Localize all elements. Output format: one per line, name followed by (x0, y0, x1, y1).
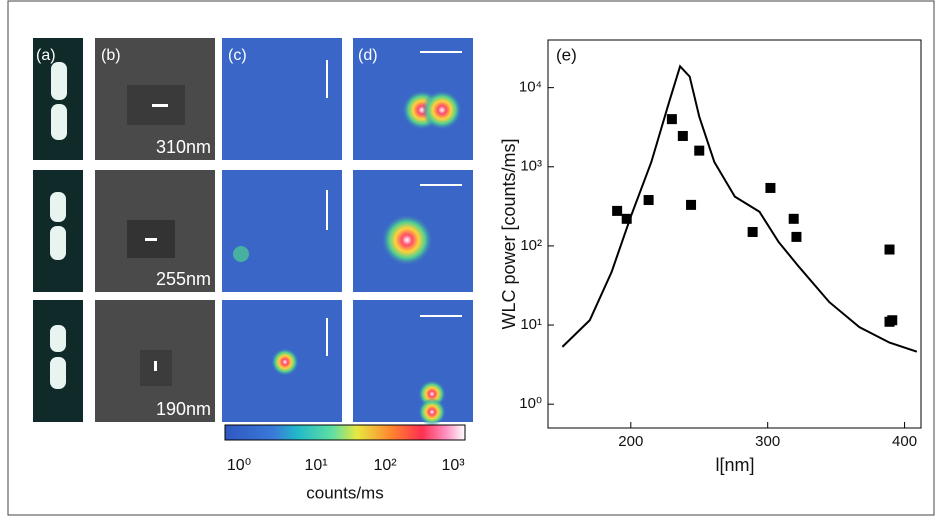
size-label: 190nm (156, 399, 211, 419)
x-tick-label: 200 (618, 433, 643, 450)
colorbar-tick: 10² (373, 457, 397, 474)
panel-label: (d) (358, 47, 378, 64)
y-tick-label: 10⁴ (519, 79, 542, 96)
point (694, 145, 705, 156)
x-tick-label: 400 (892, 433, 917, 450)
size-label: 255nm (156, 269, 211, 289)
point (765, 182, 776, 193)
point (621, 213, 632, 224)
y-tick-label: 10¹ (520, 316, 542, 333)
frame (7, 0, 935, 516)
point (677, 130, 688, 141)
colorbar-tick: 10⁰ (227, 457, 251, 474)
curve (561, 64, 918, 353)
y-axis-label: WLC power [counts/ms] (499, 138, 519, 329)
x-axis-label: l[nm] (715, 455, 754, 475)
point (884, 244, 895, 255)
panel-label: (e) (556, 45, 577, 64)
y-tick-label: 10³ (520, 158, 542, 175)
plot-frame (547, 39, 922, 429)
colorbar-tick: 10³ (441, 457, 465, 474)
point (666, 114, 677, 125)
x-tick-label: 300 (755, 433, 780, 450)
colorbar-tick: 10¹ (304, 457, 327, 474)
colorbar-label: counts/ms (306, 483, 383, 502)
y-tick-label: 10⁰ (519, 395, 542, 412)
image-panels (33, 38, 473, 441)
panel-label: (b) (101, 47, 121, 64)
point (788, 213, 799, 224)
panel-label: (c) (228, 47, 247, 64)
point (686, 199, 697, 210)
y-tick-label: 10² (520, 237, 542, 254)
panel-label: (a) (36, 47, 56, 64)
size-label: 310nm (156, 137, 211, 157)
point (747, 226, 758, 237)
point (612, 205, 623, 216)
point (643, 195, 654, 206)
point (887, 315, 898, 326)
point (791, 231, 802, 242)
